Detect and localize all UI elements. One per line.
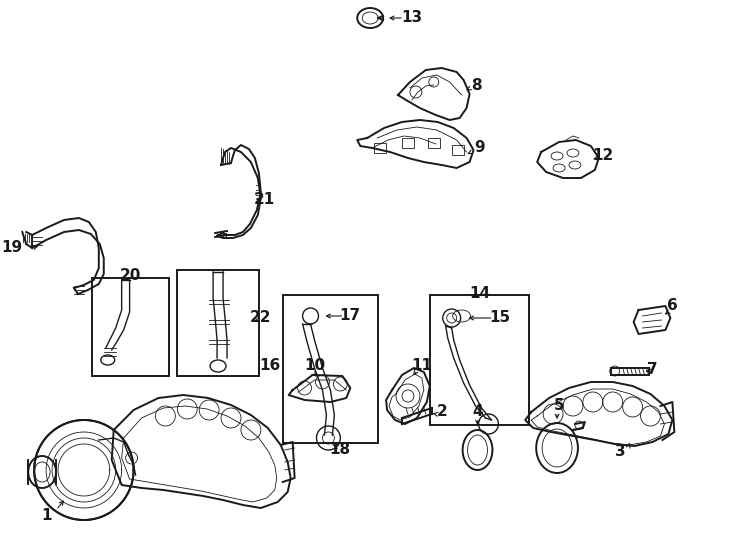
- Text: 13: 13: [401, 10, 423, 25]
- Text: 9: 9: [474, 140, 485, 156]
- Text: 15: 15: [489, 310, 510, 326]
- Text: 20: 20: [120, 268, 142, 284]
- Bar: [283, 295, 378, 443]
- Bar: [428, 138, 440, 148]
- Text: 4: 4: [472, 404, 483, 420]
- Bar: [451, 145, 464, 155]
- Text: 17: 17: [340, 308, 361, 323]
- Bar: [92, 278, 170, 376]
- Text: 12: 12: [592, 147, 614, 163]
- Text: 5: 5: [553, 397, 564, 413]
- Text: 7: 7: [647, 362, 658, 377]
- Bar: [178, 270, 259, 376]
- Text: 22: 22: [250, 310, 272, 326]
- Text: 18: 18: [330, 442, 351, 457]
- Text: 14: 14: [469, 287, 490, 301]
- Text: 19: 19: [1, 240, 23, 255]
- Text: 16: 16: [259, 357, 280, 373]
- Bar: [374, 143, 386, 153]
- Bar: [402, 138, 414, 148]
- Text: 21: 21: [254, 192, 275, 207]
- Text: 2: 2: [437, 404, 447, 420]
- Text: 3: 3: [615, 444, 626, 460]
- Text: 1: 1: [41, 509, 51, 523]
- Bar: [430, 295, 529, 425]
- Text: 6: 6: [667, 299, 677, 314]
- Text: 8: 8: [471, 78, 482, 92]
- Text: 11: 11: [411, 357, 432, 373]
- Text: 10: 10: [304, 359, 325, 374]
